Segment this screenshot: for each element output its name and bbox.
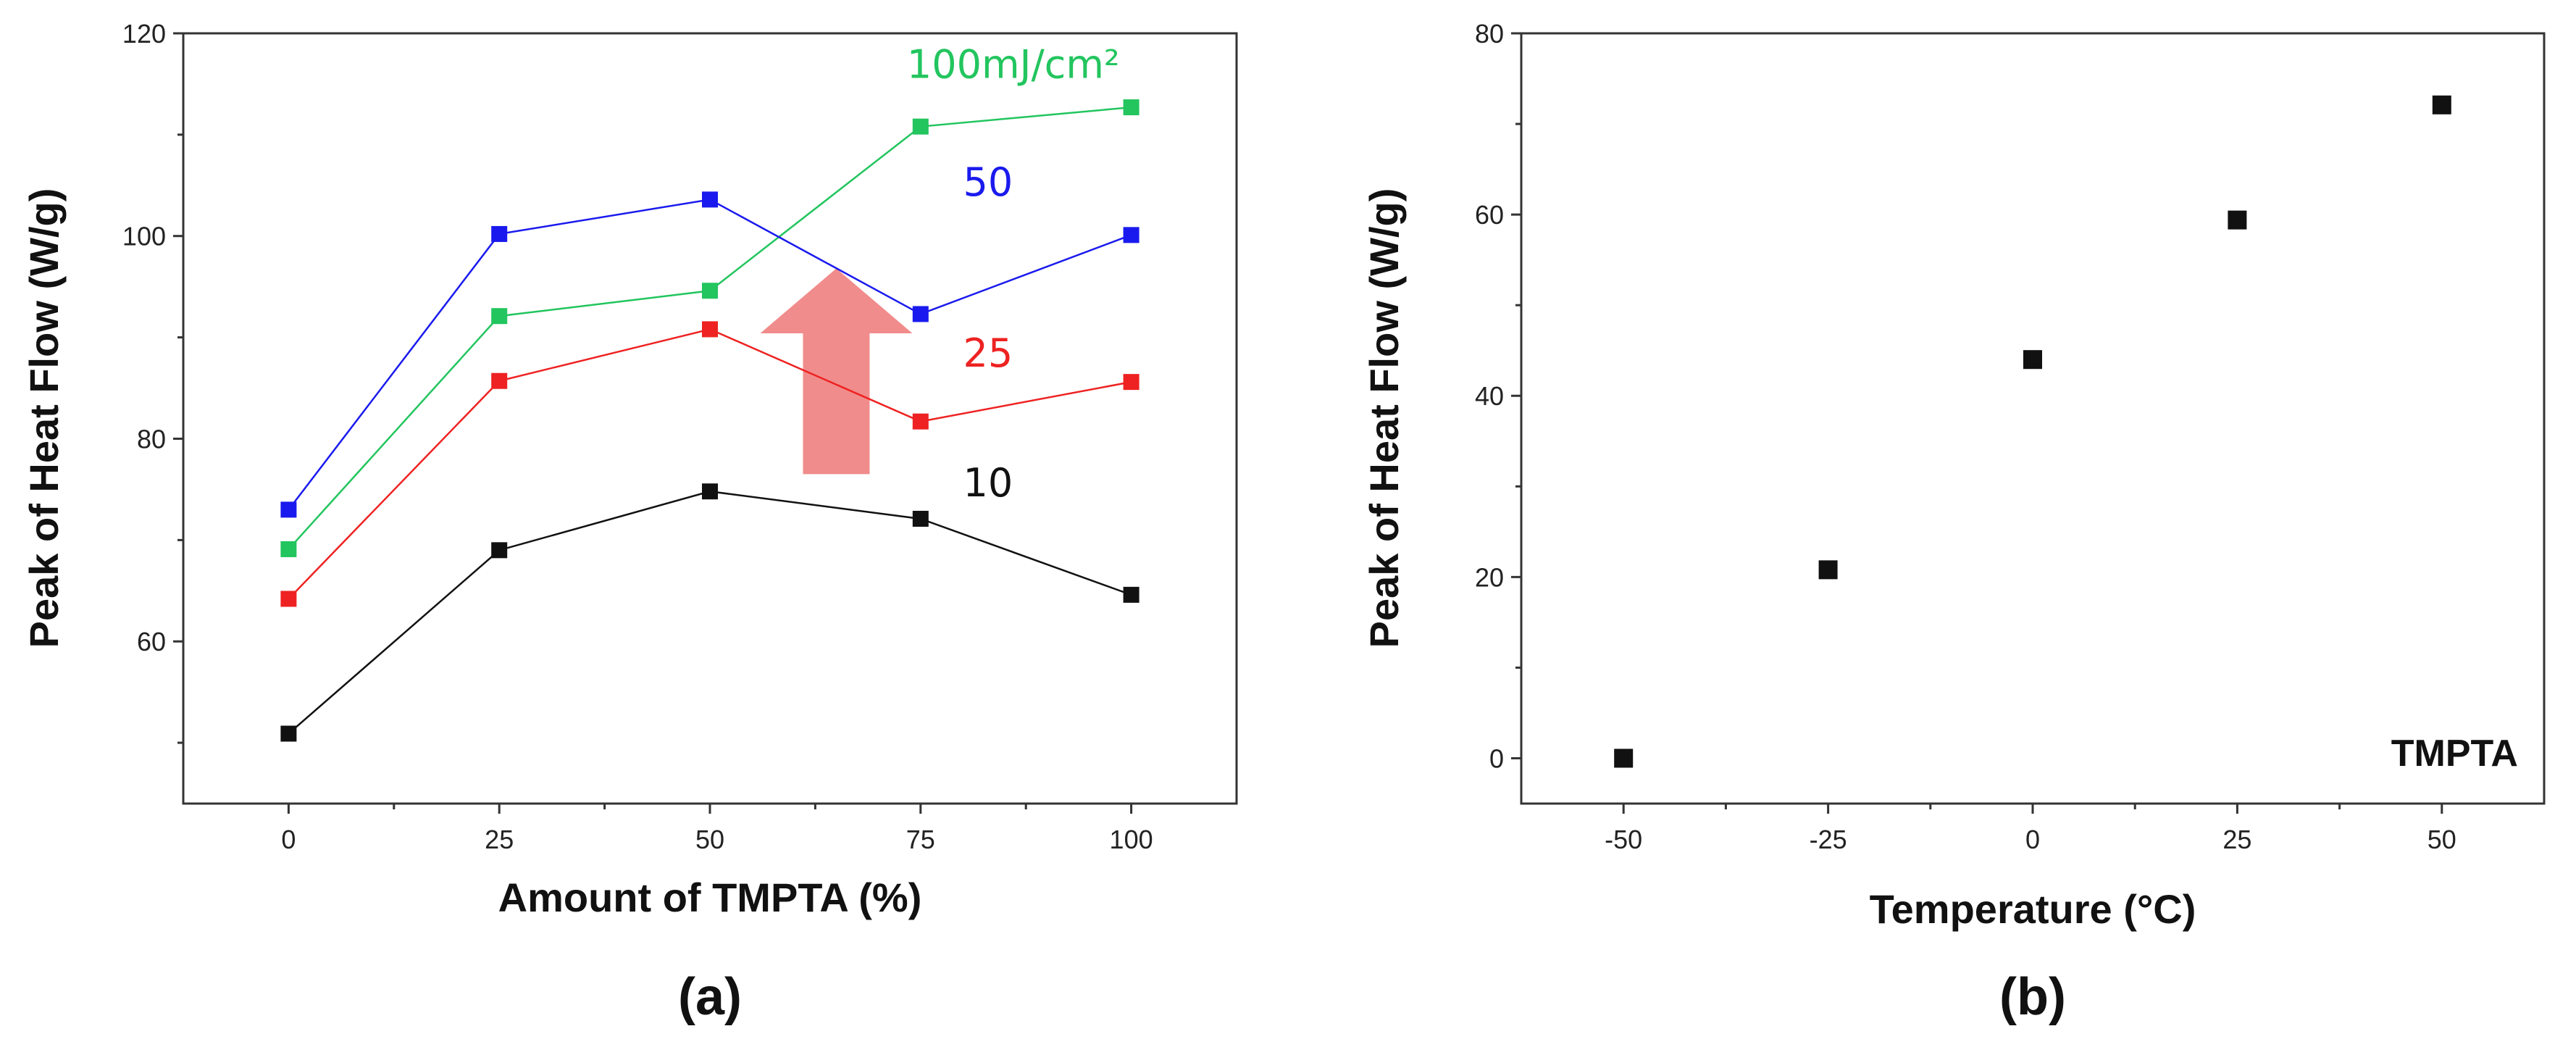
- x-tick-label: 25: [2222, 825, 2251, 854]
- scatter-point: [1818, 560, 1838, 580]
- chart-b-points: [1614, 95, 2451, 768]
- chart-a-panel-label: (a): [678, 968, 742, 1026]
- data-point: [280, 541, 297, 557]
- data-point: [491, 372, 508, 389]
- x-tick-label: -25: [1810, 825, 1847, 854]
- y-tick-label: 100: [122, 222, 166, 251]
- data-point: [1123, 586, 1139, 603]
- x-tick-label: 100: [1110, 825, 1153, 854]
- y-tick-label: 20: [1475, 562, 1504, 592]
- data-point: [702, 191, 718, 208]
- data-point: [702, 283, 718, 299]
- y-tick-label: 80: [137, 424, 166, 454]
- chart-b-y-axis-title: Peak of Heat Flow (W/g): [1361, 188, 1407, 649]
- chart-a-ticks: 0 25 50 75 100 60 80 100 120: [122, 19, 1153, 854]
- data-point: [1123, 227, 1139, 243]
- chart-b-annotation: TMPTA: [2391, 733, 2518, 775]
- data-point: [280, 591, 297, 607]
- data-point: [702, 483, 718, 500]
- series-label-50: 50: [963, 159, 1013, 205]
- chart-b-panel-label: (b): [1999, 968, 2066, 1026]
- y-tick-label: 60: [1475, 200, 1504, 230]
- series-10: [280, 483, 1139, 742]
- data-point: [491, 542, 508, 559]
- data-point: [912, 413, 929, 430]
- increase-arrow-shape: [760, 268, 913, 475]
- data-point: [1123, 374, 1139, 391]
- data-point: [1123, 99, 1139, 116]
- x-tick-label: 50: [695, 825, 724, 854]
- x-tick-label: 75: [906, 825, 935, 854]
- x-tick-label: 25: [485, 825, 514, 854]
- series-label-100mJ/cm2: 100mJ/cm²: [907, 42, 1120, 88]
- y-tick-label: 80: [1475, 19, 1504, 49]
- chart-b: -50 -25 0 25 50 0 20 40 60 80 TMPTA Temperature (…: [1361, 19, 2546, 1026]
- data-point: [912, 118, 929, 135]
- series-line: [288, 490, 1132, 735]
- x-tick-label: 50: [2427, 825, 2456, 854]
- chart-a-series: [280, 99, 1139, 742]
- scatter-point: [2023, 350, 2042, 370]
- data-point: [912, 510, 929, 527]
- series-label-10: 10: [963, 460, 1013, 506]
- data-point: [280, 725, 297, 742]
- x-tick-label: 0: [281, 825, 296, 854]
- scatter-point: [2228, 210, 2247, 230]
- chart-b-plot-frame: [1520, 32, 2546, 805]
- data-point: [491, 225, 508, 242]
- data-point: [702, 321, 718, 338]
- series-25: [280, 321, 1139, 607]
- y-tick-label: 60: [137, 627, 166, 656]
- y-tick-label: 40: [1475, 381, 1504, 411]
- x-tick-label: -50: [1605, 825, 1642, 854]
- scatter-point: [2432, 95, 2451, 114]
- series-50: [280, 191, 1139, 518]
- y-tick-label: 120: [122, 19, 166, 49]
- chart-b-ticks: -50 -25 0 25 50 0 20 40 60 80: [1475, 19, 2456, 854]
- chart-a-x-axis-title: Amount of TMPTA (%): [498, 875, 922, 920]
- y-tick-label: 0: [1489, 743, 1504, 773]
- data-point: [912, 306, 929, 322]
- x-tick-label: 0: [2025, 825, 2040, 854]
- chart-b-x-axis-title: Temperature (°C): [1870, 886, 2196, 932]
- data-point: [280, 501, 297, 518]
- scatter-point: [1614, 748, 1634, 768]
- chart-a-series-labels: 10 25 100mJ/cm² 50: [907, 42, 1120, 506]
- chart-a: 0 25 50 75 100 60 80 100 120 10 25 100mJ/cm² 50 Amo…: [21, 19, 1238, 1026]
- series-label-25: 25: [963, 330, 1013, 376]
- chart-a-increase-arrow: [760, 268, 913, 475]
- data-point: [491, 308, 508, 325]
- chart-a-y-axis-title: Peak of Heat Flow (W/g): [21, 188, 67, 649]
- series-100mJ/cm2: [280, 99, 1139, 557]
